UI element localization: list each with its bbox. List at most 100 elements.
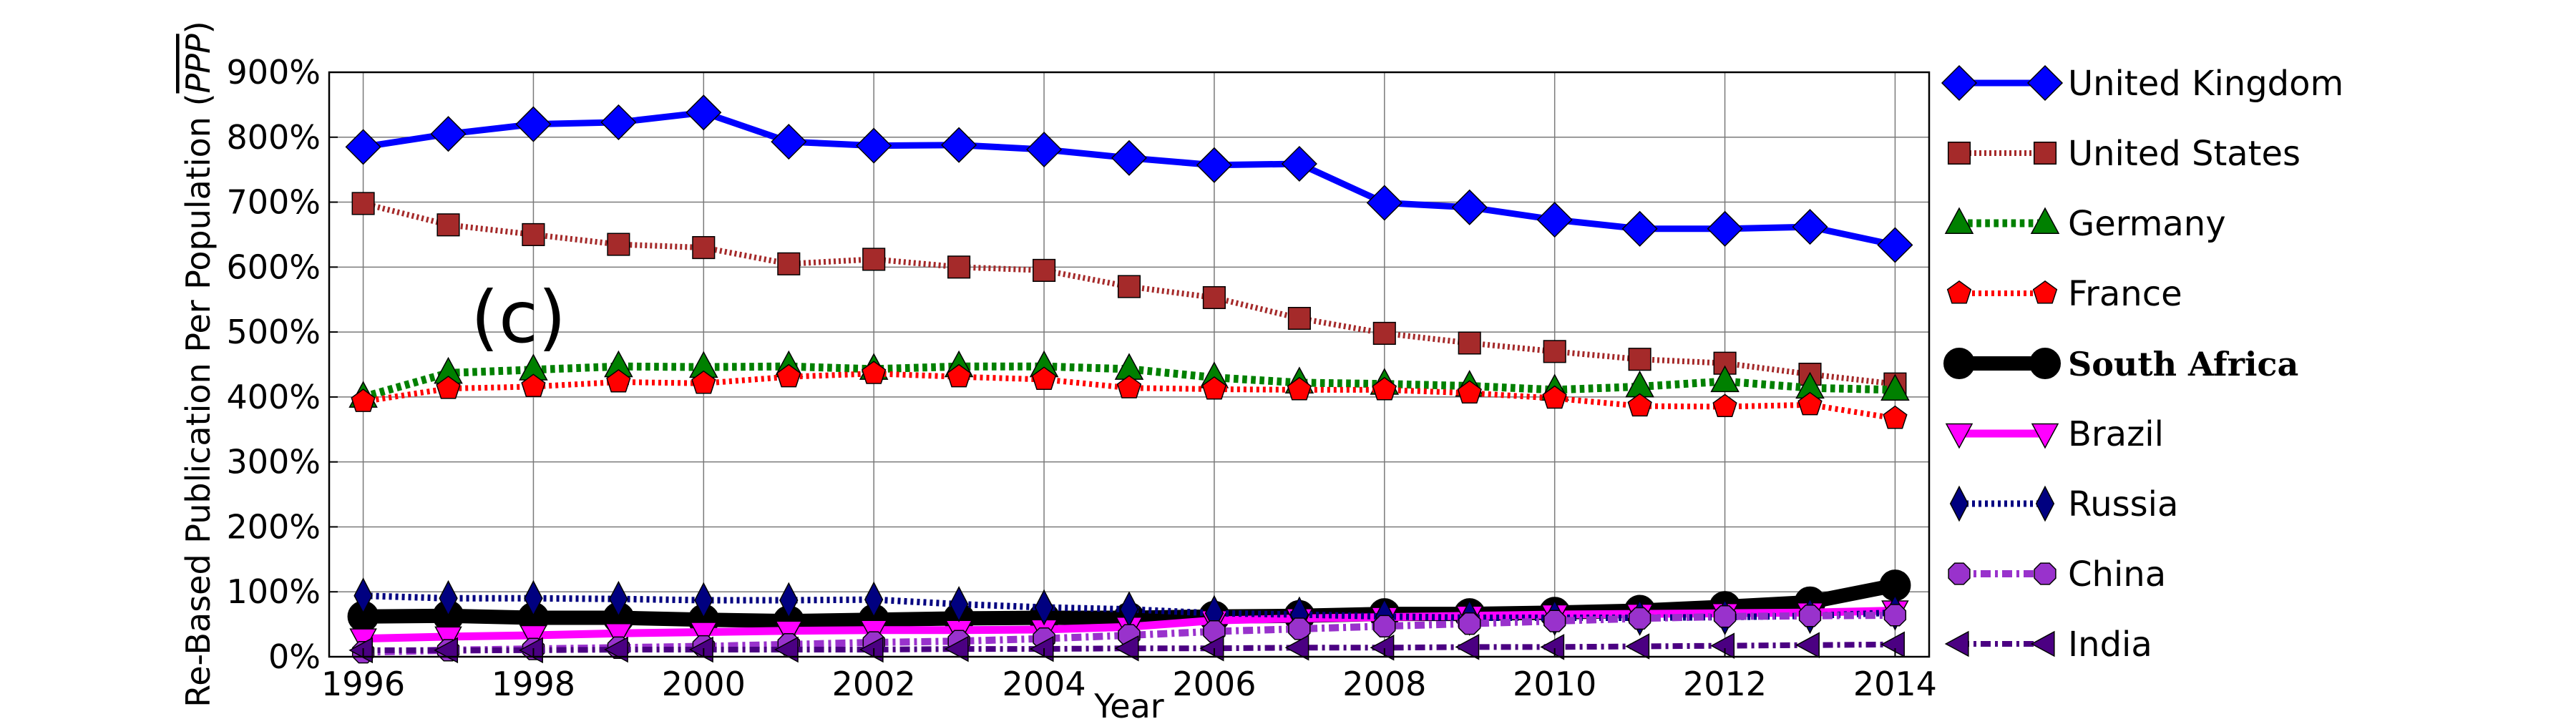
data-point (1034, 589, 1054, 626)
data-point (694, 582, 713, 619)
legend-label: Russia (2068, 484, 2178, 524)
data-point (604, 636, 628, 663)
data-point (345, 129, 381, 165)
x-tick-label: 2000 (662, 665, 746, 703)
legend-label: Brazil (2068, 414, 2164, 454)
x-tick-label: 2002 (832, 665, 916, 703)
legend-marker (2032, 280, 2058, 304)
legend-label: China (2068, 554, 2166, 595)
legend-label: United Kingdom (2068, 64, 2343, 104)
data-point (1117, 275, 1141, 298)
y-axis-label-symbol: PPP (179, 34, 218, 93)
panel-label: (c) (471, 275, 566, 359)
data-point (1457, 380, 1482, 404)
legend-marker (2031, 423, 2059, 449)
data-point (351, 388, 376, 412)
data-point (1196, 147, 1232, 183)
data-point (1625, 633, 1650, 660)
data-point (690, 622, 718, 647)
data-point (944, 635, 969, 662)
data-point (519, 625, 547, 651)
data-point (1370, 635, 1395, 661)
data-point (1543, 610, 1566, 632)
x-tick-label: 1996 (321, 665, 405, 703)
data-point (1712, 393, 1737, 418)
legend-marker (1948, 562, 1971, 585)
y-tick-label: 700% (226, 183, 321, 222)
data-point (600, 104, 637, 140)
series-france (351, 361, 1908, 429)
data-point (1540, 634, 1565, 660)
legend-marker (1941, 64, 1978, 102)
data-point (1797, 391, 1823, 416)
data-point (774, 636, 799, 663)
data-point (779, 582, 799, 619)
legend: United Kingdom United States Germany France… (1941, 64, 2343, 665)
x-tick-label: 2014 (1853, 665, 1937, 703)
data-point (1542, 385, 1567, 409)
data-point (1199, 635, 1224, 662)
legend-item: Brazil (1945, 414, 2164, 454)
y-tick-label: 100% (226, 572, 321, 611)
data-point (436, 376, 461, 399)
legend-marker (1946, 280, 1972, 304)
series-layer (345, 94, 1913, 664)
data-point (862, 361, 887, 384)
x-tick-label: 2004 (1002, 665, 1086, 703)
legend-marker (2030, 630, 2055, 657)
data-point (1883, 604, 1907, 627)
data-point (1627, 393, 1652, 417)
data-point (524, 579, 543, 617)
legend-marker (2035, 485, 2055, 522)
legend-marker (2034, 562, 2057, 585)
y-tick-label: 900% (226, 53, 321, 92)
data-point (949, 586, 969, 622)
series-line (362, 109, 1896, 248)
y-axis-label: Re-Based Publication Per Population (PPP… (179, 21, 218, 707)
legend-item: Germany (1944, 204, 2226, 244)
data-point (947, 255, 971, 279)
data-point (776, 363, 801, 388)
y-axis-label-text: Re-Based Publication Per Population ( (179, 93, 218, 707)
svg-text:Re-Based Publication Per Popul: Re-Based Publication Per Population (PPP… (179, 21, 218, 707)
data-point (1284, 635, 1309, 661)
plot-frame (328, 71, 1931, 658)
data-point (1536, 202, 1573, 238)
legend-marker (2033, 141, 2057, 165)
legend-item: France (1946, 274, 2182, 314)
data-point (1880, 631, 1905, 658)
data-point (1366, 185, 1402, 221)
y-tick-label: 500% (226, 313, 321, 351)
legend-marker (1947, 141, 1971, 165)
x-tick-label: 2008 (1342, 665, 1426, 703)
data-point (1111, 140, 1148, 176)
legend-marker (2026, 64, 2064, 102)
data-point (1029, 635, 1054, 662)
data-point (689, 636, 713, 663)
data-point (686, 94, 722, 131)
data-point (1880, 373, 1910, 401)
data-point (941, 127, 977, 163)
data-point (607, 233, 630, 256)
x-axis: 1996 1998 2000 2002 2004 2006 2008 2010 2012 2014 (321, 648, 1937, 703)
legend-label: India (2068, 625, 2152, 665)
data-point (862, 248, 886, 271)
data-point (1202, 285, 1226, 310)
y-axis-label-close: ) (179, 21, 218, 34)
x-tick-label: 2010 (1513, 665, 1596, 703)
legend-marker (2029, 348, 2061, 379)
data-point (775, 620, 803, 647)
data-point (1458, 612, 1481, 635)
legend-marker (1944, 630, 1969, 657)
y-tick-label: 400% (226, 378, 321, 416)
data-point (1281, 145, 1317, 182)
data-point (1628, 348, 1652, 371)
data-point (1792, 209, 1828, 245)
legend-marker (1945, 423, 1974, 449)
legend-label: Germany (2068, 204, 2226, 244)
data-point (1798, 605, 1822, 627)
data-point (434, 626, 462, 652)
legend-item: United Kingdom (1941, 64, 2343, 104)
data-point (1713, 351, 1737, 375)
